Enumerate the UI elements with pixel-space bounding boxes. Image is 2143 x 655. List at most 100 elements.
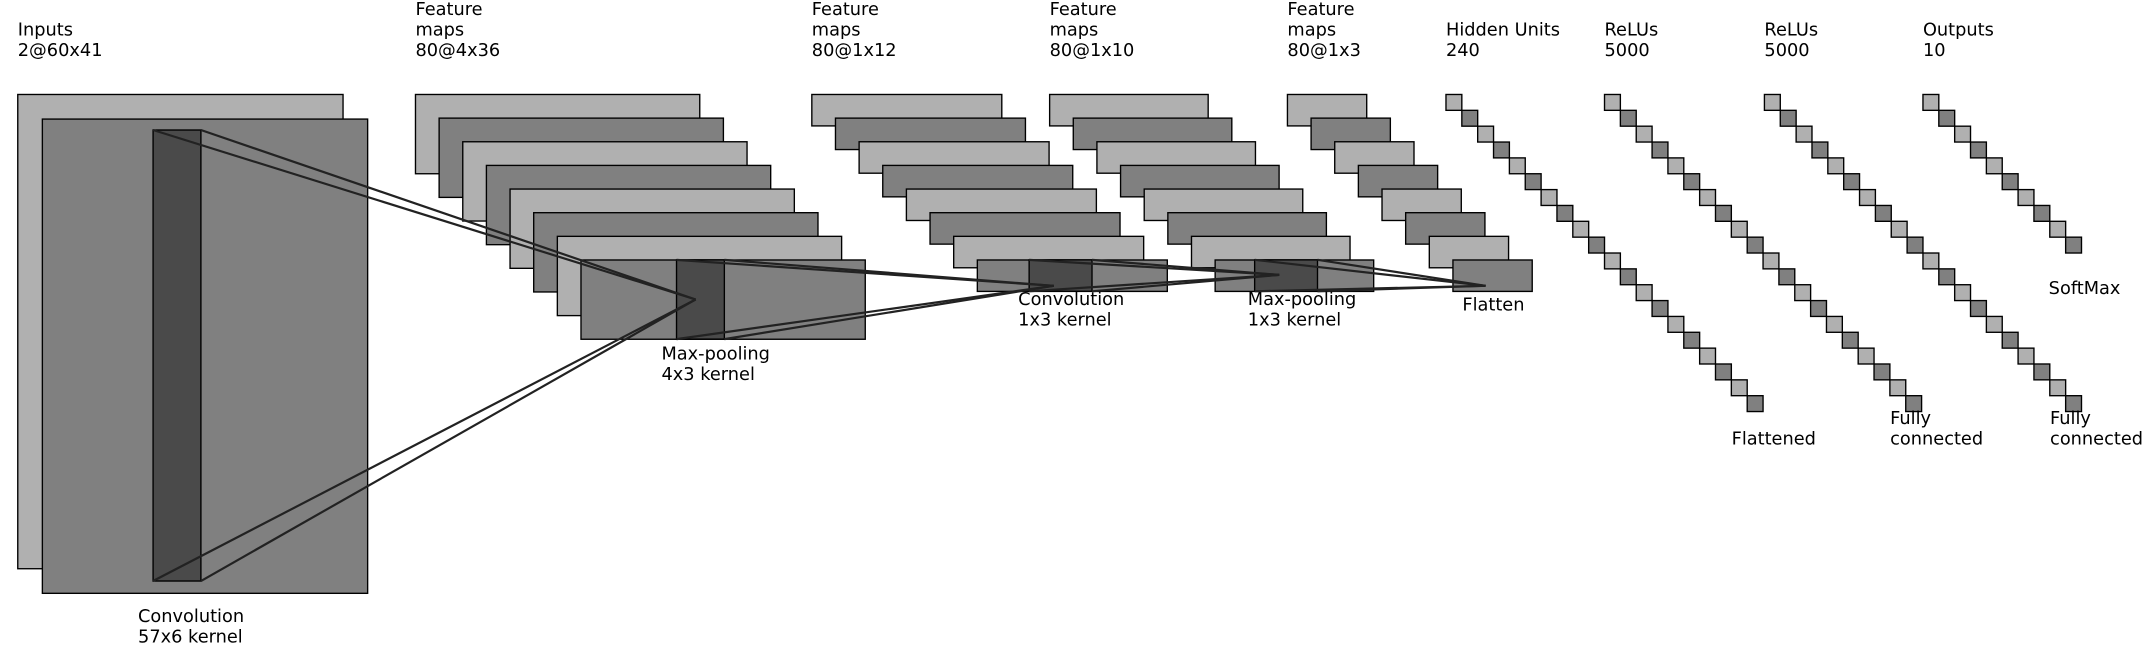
unit — [1843, 173, 1861, 191]
unit — [1953, 284, 1972, 302]
unit — [1508, 157, 1526, 175]
unit — [1762, 252, 1780, 270]
operation-label: 1x3 kernel — [1018, 310, 1111, 330]
layer-label: 80@4x36 — [415, 41, 500, 61]
unit — [1811, 141, 1829, 159]
unit — [1556, 204, 1574, 222]
kernel — [1028, 259, 1093, 292]
unit — [1492, 141, 1511, 159]
layer-label: 80@1x12 — [812, 41, 897, 61]
kernel — [152, 129, 202, 582]
layer-label: 5000 — [1764, 41, 1809, 61]
unit — [1619, 268, 1637, 286]
operation-label: 1x3 kernel — [1248, 310, 1341, 330]
operation-label: Flatten — [1462, 295, 1524, 315]
unit — [1587, 236, 1606, 254]
unit — [1651, 141, 1669, 159]
unit — [2033, 363, 2051, 381]
unit — [1477, 125, 1495, 143]
unit — [2033, 204, 2051, 222]
unit — [1953, 125, 1972, 143]
unit — [1651, 299, 1669, 318]
operation-label: Max-pooling — [661, 345, 769, 365]
unit — [2049, 379, 2067, 397]
unit — [1841, 331, 1859, 349]
unit — [2017, 347, 2035, 365]
unit — [1746, 236, 1764, 254]
connection — [152, 128, 696, 301]
unit — [1825, 315, 1844, 333]
unit — [1540, 188, 1558, 207]
unit — [1969, 141, 1988, 159]
layer-label: 240 — [1446, 41, 1480, 61]
unit — [1698, 347, 1717, 365]
unit — [1795, 125, 1813, 143]
layer-label: Hidden Units — [1446, 21, 1560, 41]
operation-label: Convolution — [138, 607, 244, 627]
connection — [676, 284, 1054, 341]
unit — [1763, 93, 1781, 112]
unit — [1603, 93, 1622, 112]
layer-label: 2@60x41 — [18, 41, 103, 61]
unit — [1809, 299, 1828, 318]
unit — [1890, 220, 1908, 238]
unit — [1683, 173, 1701, 191]
operation-label: 57x6 kernel — [138, 628, 243, 648]
unit — [2049, 220, 2067, 238]
unit — [1635, 125, 1653, 143]
unit — [1698, 188, 1717, 207]
unit — [1524, 173, 1542, 191]
unit — [1572, 220, 1590, 238]
layer-label: ReLUs — [1605, 21, 1659, 41]
layer-label: maps — [415, 21, 464, 41]
connection — [1091, 258, 1280, 276]
unit — [1922, 93, 1940, 112]
unit — [2064, 236, 2083, 254]
connection — [1091, 273, 1280, 293]
unit — [1906, 236, 1924, 254]
operation-label: SoftMax — [2049, 279, 2121, 299]
connection — [1317, 284, 1486, 293]
layer-label: maps — [1050, 21, 1099, 41]
operation-label: Max-pooling — [1248, 290, 1356, 310]
unit — [1985, 315, 2003, 333]
unit — [1635, 284, 1653, 302]
unit — [1969, 299, 1988, 318]
unit — [2001, 331, 2019, 349]
unit — [1603, 252, 1622, 270]
unit — [1827, 157, 1845, 175]
connection — [1254, 258, 1486, 287]
unit — [1779, 109, 1797, 127]
unit — [1905, 395, 1923, 413]
unit — [1445, 93, 1463, 112]
unit — [1746, 395, 1764, 413]
connection — [200, 128, 697, 301]
connection — [724, 258, 1054, 287]
unit — [1730, 379, 1748, 397]
operation-label: Fully — [2050, 409, 2091, 429]
layer-label: Feature — [1287, 0, 1354, 20]
layer-label: maps — [812, 21, 861, 41]
unit — [1714, 204, 1733, 222]
layer-label: Inputs — [18, 21, 73, 41]
unit — [1938, 109, 1956, 127]
operation-label: Fully — [1890, 409, 1931, 429]
unit — [1857, 347, 1875, 365]
connection — [152, 298, 697, 582]
unit — [1873, 363, 1891, 381]
unit — [1778, 268, 1796, 286]
layer-label: 10 — [1923, 41, 1946, 61]
unit — [1874, 204, 1892, 222]
unit — [1667, 157, 1685, 175]
operation-label: connected — [2050, 429, 2143, 449]
layer-label: 80@1x3 — [1287, 41, 1360, 61]
unit — [1922, 252, 1940, 270]
operation-label: Convolution — [1018, 290, 1124, 310]
unit — [1938, 268, 1956, 286]
layer-label: Feature — [1050, 0, 1117, 20]
connection — [724, 284, 1054, 341]
unit — [2017, 188, 2035, 207]
unit — [2064, 395, 2083, 413]
